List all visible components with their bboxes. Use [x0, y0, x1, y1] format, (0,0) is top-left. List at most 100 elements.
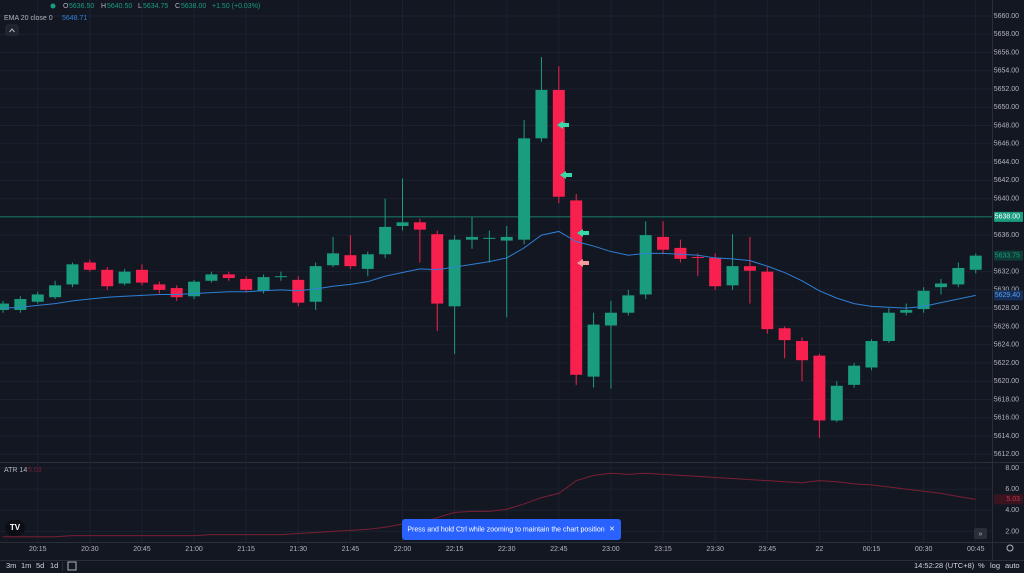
candle-body: [257, 277, 270, 291]
l-value: 5634.75: [143, 3, 168, 10]
candle-body: [917, 290, 930, 310]
ema-last-label: 5629.40: [995, 292, 1020, 299]
y-tick-label: 5648.00: [994, 122, 1019, 129]
atr-line: [3, 472, 976, 538]
y2-tick-label: 8.00: [1005, 465, 1019, 472]
y-tick-label: 5654.00: [994, 68, 1019, 75]
y2-tick-label: 2.00: [1005, 528, 1019, 535]
y-tick-label: 5646.00: [994, 141, 1019, 148]
toast-close[interactable]: ×: [609, 523, 614, 533]
buy-arrow: [577, 229, 589, 237]
y-tick-label: 5642.00: [994, 177, 1019, 184]
range-button[interactable]: 1d: [50, 561, 58, 570]
buy-arrow: [557, 121, 569, 129]
x-tick-label: 22:00: [394, 546, 412, 553]
percent-toggle[interactable]: %: [978, 561, 985, 570]
candle-body: [709, 257, 722, 287]
h-key: H: [101, 3, 106, 10]
candle-body: [743, 266, 756, 271]
x-tick-label: 00:30: [915, 546, 933, 553]
y-tick-label: 5650.00: [994, 104, 1019, 111]
goto-date[interactable]: [67, 561, 77, 571]
candle-body: [309, 266, 322, 302]
settings[interactable]: [1006, 544, 1014, 552]
x-tick-label: 22:30: [498, 546, 516, 553]
y-tick-label: 5652.00: [994, 86, 1019, 93]
candle-body: [361, 254, 374, 269]
x-tick-label: 20:45: [133, 546, 151, 553]
y-tick-label: 5656.00: [994, 49, 1019, 56]
candle-body: [900, 309, 913, 313]
price-axis: [993, 0, 1024, 560]
l-key: L: [138, 3, 142, 10]
candle-body: [604, 312, 617, 326]
candle-body: [379, 226, 392, 255]
logo[interactable]: [5, 520, 25, 536]
candle-body: [535, 89, 548, 139]
x-tick-label: 20:30: [81, 546, 99, 553]
x-tick-label: 21:30: [290, 546, 308, 553]
atr-name[interactable]: ATR 14: [4, 467, 27, 474]
x-tick-label: 22:15: [446, 546, 464, 553]
candle-body: [431, 234, 444, 304]
y-tick-label: 5624.00: [994, 342, 1019, 349]
candle-body: [465, 236, 478, 240]
c-value: 5638.00: [181, 3, 206, 10]
candle-body: [552, 89, 565, 197]
y-tick-label: 5628.00: [994, 305, 1019, 312]
y-tick-label: 5618.00: [994, 396, 1019, 403]
y-tick-label: 5630.00: [994, 287, 1019, 294]
x-tick-label: 00:15: [863, 546, 881, 553]
candle-body: [934, 283, 947, 288]
x-tick-label: 21:45: [342, 546, 360, 553]
atr-value: 5.03: [28, 467, 42, 474]
y-tick-label: 5616.00: [994, 415, 1019, 422]
y-tick-label: 5612.00: [994, 451, 1019, 458]
x-tick-label: 23:30: [706, 546, 724, 553]
y-tick-label: 5626.00: [994, 323, 1019, 330]
collapse-icon: [9, 28, 15, 33]
candle-body: [882, 312, 895, 342]
candle-body: [639, 235, 652, 295]
range-button[interactable]: 5d: [36, 561, 44, 570]
candle-body: [657, 236, 670, 250]
collapse-button[interactable]: [5, 24, 19, 36]
candle-body: [413, 222, 426, 230]
candle-body: [726, 266, 739, 286]
candle-body: [14, 299, 27, 310]
candle-body: [622, 295, 635, 313]
range-button[interactable]: 1m: [21, 561, 31, 570]
atr-last-label: 5.03: [1006, 496, 1020, 503]
x-tick-label: 22: [815, 546, 823, 553]
price-line-label: 5638.00: [995, 214, 1020, 221]
x-tick-label: 00:45: [967, 546, 985, 553]
candle-body: [240, 278, 253, 290]
candle-body: [761, 271, 774, 330]
candle-body: [396, 222, 409, 226]
atr-last-box: [994, 494, 1023, 505]
x-tick-label: 23:00: [602, 546, 620, 553]
candle-body: [570, 200, 583, 375]
candle-body: [830, 385, 843, 421]
log-toggle[interactable]: log: [990, 561, 1000, 570]
ema-name[interactable]: EMA 20 close 0: [4, 15, 53, 22]
candle-body: [674, 247, 687, 259]
grid: [0, 0, 992, 542]
candle-body: [135, 269, 148, 283]
y-tick-label: 5620.00: [994, 378, 1019, 385]
toast-text: Press and hold Ctrl while zooming to mai…: [407, 526, 604, 533]
y-tick-label: 5660.00: [994, 13, 1019, 20]
auto-toggle[interactable]: auto: [1005, 561, 1020, 570]
x-tick-label: 21:00: [185, 546, 203, 553]
scroll-right[interactable]: [974, 528, 987, 539]
x-tick-label: 23:15: [654, 546, 672, 553]
range-button[interactable]: 3m: [6, 561, 16, 570]
candle-body: [518, 138, 531, 240]
y2-tick-label: 4.00: [1005, 507, 1019, 514]
candle-body: [691, 257, 704, 259]
candle-body: [848, 365, 861, 385]
candle-body: [66, 264, 79, 285]
candle-body: [153, 284, 166, 290]
y-tick-label: 5644.00: [994, 159, 1019, 166]
y-tick-label: 5636.00: [994, 232, 1019, 239]
